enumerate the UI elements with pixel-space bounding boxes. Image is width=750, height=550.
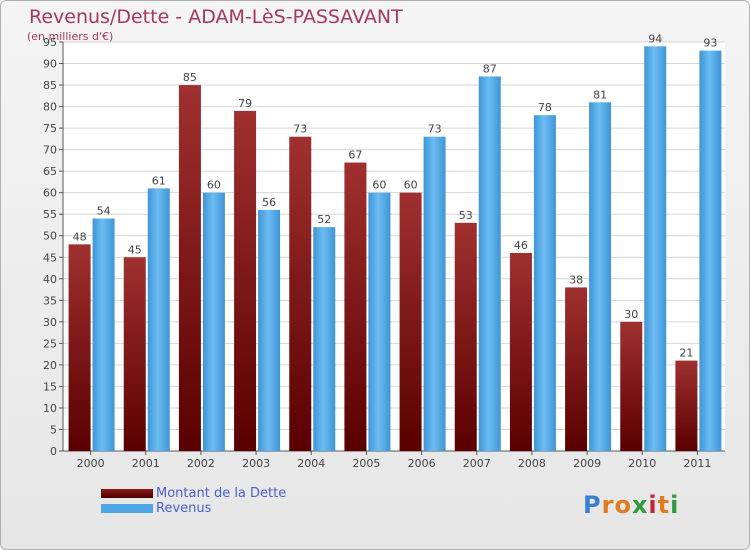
data-label-revenue: 52: [317, 213, 331, 226]
bar-debt: [509, 252, 532, 451]
y-tick-label: 85: [43, 79, 57, 92]
bar-debt: [68, 244, 91, 451]
x-tick-label: 2007: [463, 457, 491, 470]
bar-debt: [123, 257, 146, 451]
data-label-debt: 85: [183, 71, 197, 84]
x-tick-label: 2011: [683, 457, 711, 470]
data-label-debt: 46: [514, 239, 528, 252]
bar-revenue: [478, 76, 501, 451]
logo-letter: r: [601, 491, 615, 519]
data-label-debt: 53: [459, 209, 473, 222]
x-tick-label: 2001: [132, 457, 160, 470]
bar-debt: [620, 321, 643, 451]
x-tick-label: 2008: [518, 457, 546, 470]
y-tick-label: 90: [43, 58, 57, 71]
data-label-revenue: 94: [648, 32, 662, 45]
data-label-debt: 60: [404, 179, 418, 192]
bar-revenue: [644, 46, 667, 451]
bar-debt: [565, 287, 588, 451]
data-label-revenue: 54: [97, 205, 111, 218]
legend-swatch-revenue: [101, 504, 153, 513]
bar-revenue: [699, 50, 722, 451]
y-tick-label: 30: [43, 316, 57, 329]
data-label-debt: 79: [238, 97, 252, 110]
logo-letter: P: [583, 491, 602, 519]
bar-revenue: [258, 209, 281, 451]
bar-revenue: [92, 218, 115, 451]
x-tick-label: 2004: [297, 457, 325, 470]
y-tick-label: 95: [43, 36, 57, 49]
logo-letter: x: [631, 491, 649, 519]
proxiti-logo: Proxiti: [583, 491, 679, 519]
bar-revenue: [533, 115, 556, 451]
bar-debt: [454, 222, 477, 451]
data-label-revenue: 60: [372, 179, 386, 192]
bar-debt: [675, 360, 698, 451]
y-tick-label: 25: [43, 337, 57, 350]
x-tick-label: 2003: [242, 457, 270, 470]
data-label-debt: 45: [128, 243, 142, 256]
legend-label-revenue: Revenus: [156, 501, 212, 516]
y-tick-label: 10: [43, 402, 57, 415]
x-tick-label: 2010: [628, 457, 656, 470]
data-label-revenue: 56: [262, 196, 276, 209]
logo-letter: i: [648, 491, 658, 519]
logo-letter: i: [670, 491, 680, 519]
y-tick-label: 20: [43, 359, 57, 372]
bar-debt: [289, 136, 312, 451]
chart-subtitle: (en milliers d'€): [27, 30, 114, 43]
bar-revenue: [423, 136, 446, 451]
y-tick-label: 35: [43, 294, 57, 307]
bar-revenue: [368, 192, 391, 451]
x-tick-label: 2005: [352, 457, 380, 470]
y-tick-label: 60: [43, 187, 57, 200]
y-tick-label: 55: [43, 208, 57, 221]
bar-revenue: [589, 102, 612, 451]
y-tick-label: 45: [43, 251, 57, 264]
y-tick-label: 75: [43, 122, 57, 135]
data-label-revenue: 78: [538, 101, 552, 114]
data-label-debt: 38: [569, 273, 583, 286]
y-tick-label: 15: [43, 380, 57, 393]
x-tick-label: 2006: [408, 457, 436, 470]
x-tick-label: 2002: [187, 457, 215, 470]
y-tick-label: 50: [43, 230, 57, 243]
data-label-revenue: 60: [207, 179, 221, 192]
x-tick-label: 2000: [77, 457, 105, 470]
data-label-revenue: 93: [703, 37, 717, 50]
data-label-debt: 73: [293, 123, 307, 136]
y-tick-label: 65: [43, 165, 57, 178]
logo-letter: o: [614, 491, 632, 519]
data-label-revenue: 87: [483, 62, 497, 75]
data-label-debt: 67: [348, 149, 362, 162]
data-label-debt: 48: [73, 230, 87, 243]
chart-title: Revenus/Dette - ADAM-LèS-PASSAVANT: [29, 6, 403, 28]
data-label-revenue: 81: [593, 88, 607, 101]
bar-revenue: [147, 188, 170, 451]
y-tick-label: 0: [50, 445, 57, 458]
legend-swatch-debt: [101, 489, 153, 498]
data-label-revenue: 61: [152, 174, 166, 187]
plot-area: [63, 42, 725, 451]
bar-debt: [399, 192, 422, 451]
y-tick-label: 5: [50, 423, 57, 436]
bar-debt: [234, 110, 257, 451]
legend-label-debt: Montant de la Dette: [156, 486, 287, 501]
data-label-revenue: 73: [428, 123, 442, 136]
data-label-debt: 30: [624, 308, 638, 321]
y-tick-label: 40: [43, 273, 57, 286]
bar-debt: [178, 85, 201, 451]
y-tick-label: 80: [43, 101, 57, 114]
x-tick-label: 2009: [573, 457, 601, 470]
bar-revenue: [202, 192, 225, 451]
logo-letter: t: [657, 491, 671, 519]
y-tick-label: 70: [43, 144, 57, 157]
bar-debt: [344, 162, 367, 451]
bar-revenue: [313, 227, 336, 451]
data-label-debt: 21: [679, 347, 693, 360]
